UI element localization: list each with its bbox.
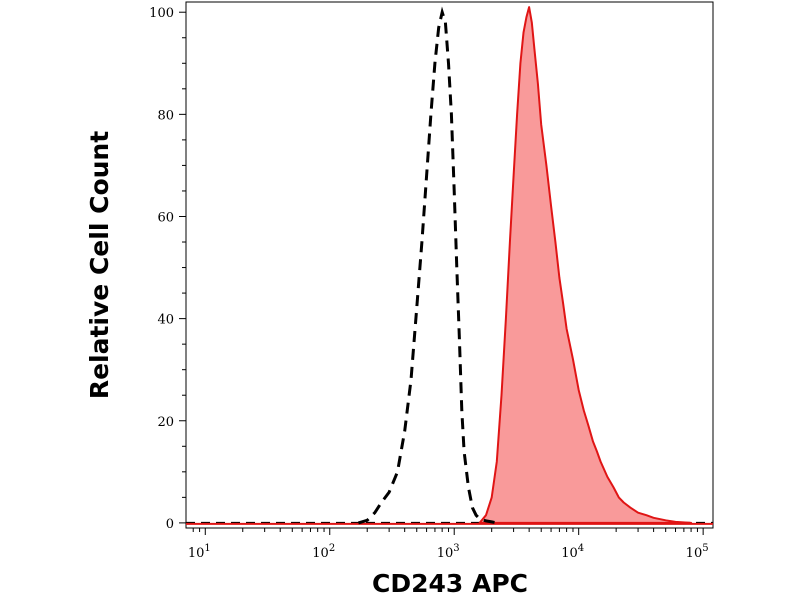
series-control-dashed bbox=[357, 6, 498, 525]
y-tick-label: 40 bbox=[157, 313, 174, 328]
x-tick-exponent: 1 bbox=[204, 543, 210, 554]
x-tick-exponent: 3 bbox=[453, 543, 459, 554]
x-tick-exponent: 2 bbox=[329, 543, 335, 554]
x-tick-exponent: 5 bbox=[702, 543, 708, 554]
y-axis-title: Relative Cell Count bbox=[85, 131, 114, 399]
y-tick-label: 60 bbox=[157, 210, 174, 225]
x-tick-label: 104 bbox=[561, 543, 584, 561]
x-tick-label: 101 bbox=[188, 543, 211, 561]
x-tick-exponent: 4 bbox=[578, 543, 584, 554]
plot-frame bbox=[185, 1, 714, 529]
x-axis-title: CD243 APC bbox=[372, 569, 528, 598]
series-layer bbox=[186, 6, 713, 525]
x-tick-label: 102 bbox=[312, 543, 335, 561]
x-tick-label: 103 bbox=[437, 543, 460, 561]
y-tick-label: 80 bbox=[157, 108, 174, 123]
tick-layer: 101102103104105106020406080100 bbox=[149, 6, 709, 561]
y-tick-label: 0 bbox=[166, 517, 174, 532]
y-tick-label: 20 bbox=[157, 415, 174, 430]
series-stained-area bbox=[478, 6, 693, 524]
x-tick-label: 105 bbox=[686, 543, 709, 561]
y-tick-label: 100 bbox=[149, 6, 174, 21]
